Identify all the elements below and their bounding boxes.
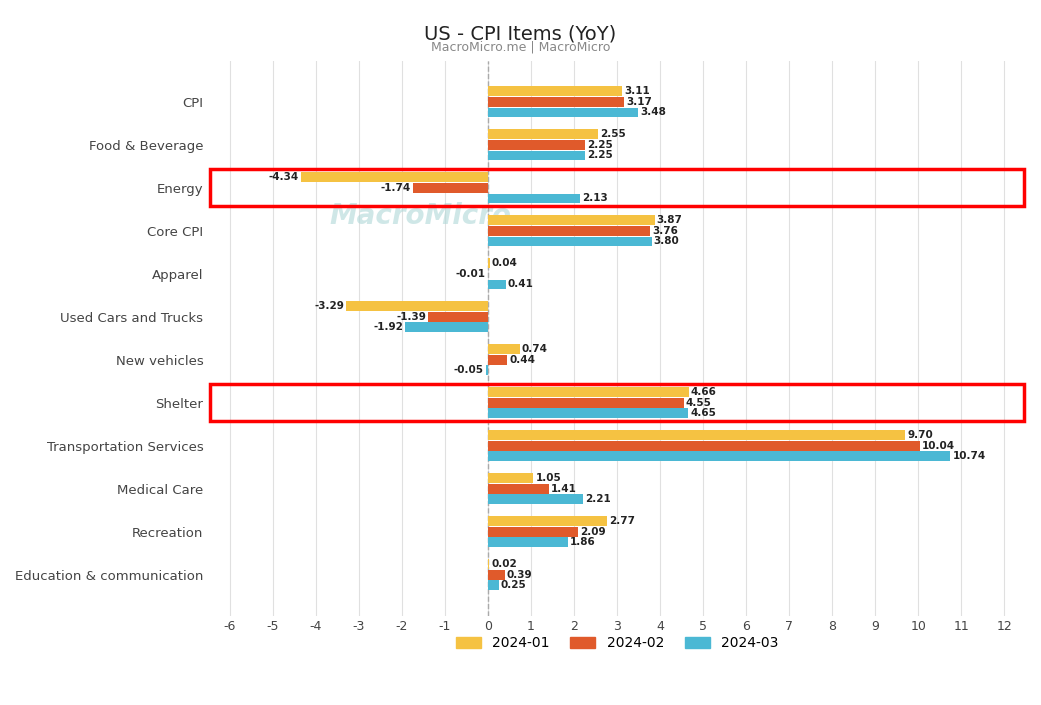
Text: 2.13: 2.13 [582, 193, 608, 204]
Bar [488, 236, 652, 247]
Text: 1.86: 1.86 [570, 537, 595, 547]
Bar [488, 441, 920, 450]
Bar [488, 451, 950, 461]
Bar [488, 494, 583, 504]
Bar [488, 484, 549, 494]
Text: 3.11: 3.11 [624, 86, 650, 96]
Bar [488, 580, 499, 590]
Bar [486, 365, 488, 375]
Bar [301, 172, 488, 182]
Bar [488, 151, 585, 161]
Bar [347, 301, 488, 311]
Bar [488, 279, 506, 289]
Text: 3.17: 3.17 [627, 97, 653, 106]
Text: -3.29: -3.29 [314, 301, 345, 311]
Bar [488, 140, 585, 149]
Text: 4.66: 4.66 [691, 387, 716, 397]
Bar [488, 430, 906, 440]
Text: 3.48: 3.48 [640, 107, 666, 118]
Bar [488, 570, 505, 580]
Text: 0.25: 0.25 [501, 580, 527, 590]
Bar [488, 516, 607, 526]
Text: 10.74: 10.74 [953, 451, 986, 461]
Text: 0.39: 0.39 [507, 570, 533, 580]
Text: 0.41: 0.41 [508, 279, 534, 290]
Bar [488, 226, 650, 235]
Legend: 2024-01, 2024-02, 2024-03: 2024-01, 2024-02, 2024-03 [451, 631, 784, 656]
Text: 1.41: 1.41 [551, 484, 577, 494]
Text: -0.01: -0.01 [455, 269, 485, 278]
Bar [488, 258, 489, 268]
Text: 0.02: 0.02 [491, 559, 516, 569]
Bar [488, 97, 625, 106]
Bar [488, 527, 578, 537]
Text: US - CPI Items (YoY): US - CPI Items (YoY) [425, 25, 616, 44]
Text: 10.04: 10.04 [922, 441, 956, 450]
Text: 4.55: 4.55 [686, 398, 712, 407]
Bar [488, 355, 507, 364]
Bar [488, 193, 580, 204]
Bar [488, 129, 598, 139]
Bar [488, 537, 568, 547]
Text: 2.55: 2.55 [600, 129, 626, 139]
Text: 3.80: 3.80 [654, 236, 680, 247]
Text: 3.87: 3.87 [657, 215, 683, 225]
Text: 2.77: 2.77 [609, 516, 635, 526]
Text: -4.34: -4.34 [269, 172, 299, 182]
Text: 0.04: 0.04 [491, 258, 517, 268]
Bar [488, 215, 655, 225]
Bar [488, 408, 688, 418]
Text: 2.09: 2.09 [580, 527, 606, 537]
Bar [488, 473, 533, 483]
Text: 2.25: 2.25 [587, 140, 613, 149]
Text: 2.25: 2.25 [587, 150, 613, 161]
Text: 0.44: 0.44 [509, 355, 535, 364]
Text: -0.05: -0.05 [454, 365, 484, 376]
Bar [428, 312, 488, 321]
Text: 0.74: 0.74 [522, 344, 548, 354]
Text: 4.65: 4.65 [690, 408, 716, 419]
Bar [488, 398, 684, 407]
Text: 1.05: 1.05 [535, 473, 561, 483]
Text: MacroMicro.me | MacroMicro: MacroMicro.me | MacroMicro [431, 41, 610, 54]
Bar [405, 322, 488, 332]
Text: -1.92: -1.92 [374, 322, 403, 333]
Bar [488, 387, 688, 397]
Bar [488, 344, 519, 354]
Text: 2.21: 2.21 [585, 494, 611, 504]
Text: 3.76: 3.76 [652, 226, 678, 235]
Bar [488, 108, 638, 118]
Text: MacroMicro: MacroMicro [330, 202, 512, 230]
Bar [413, 183, 488, 192]
Text: -1.39: -1.39 [397, 312, 426, 321]
Text: -1.74: -1.74 [381, 183, 411, 192]
Bar [488, 86, 621, 96]
Text: 9.70: 9.70 [908, 430, 934, 440]
